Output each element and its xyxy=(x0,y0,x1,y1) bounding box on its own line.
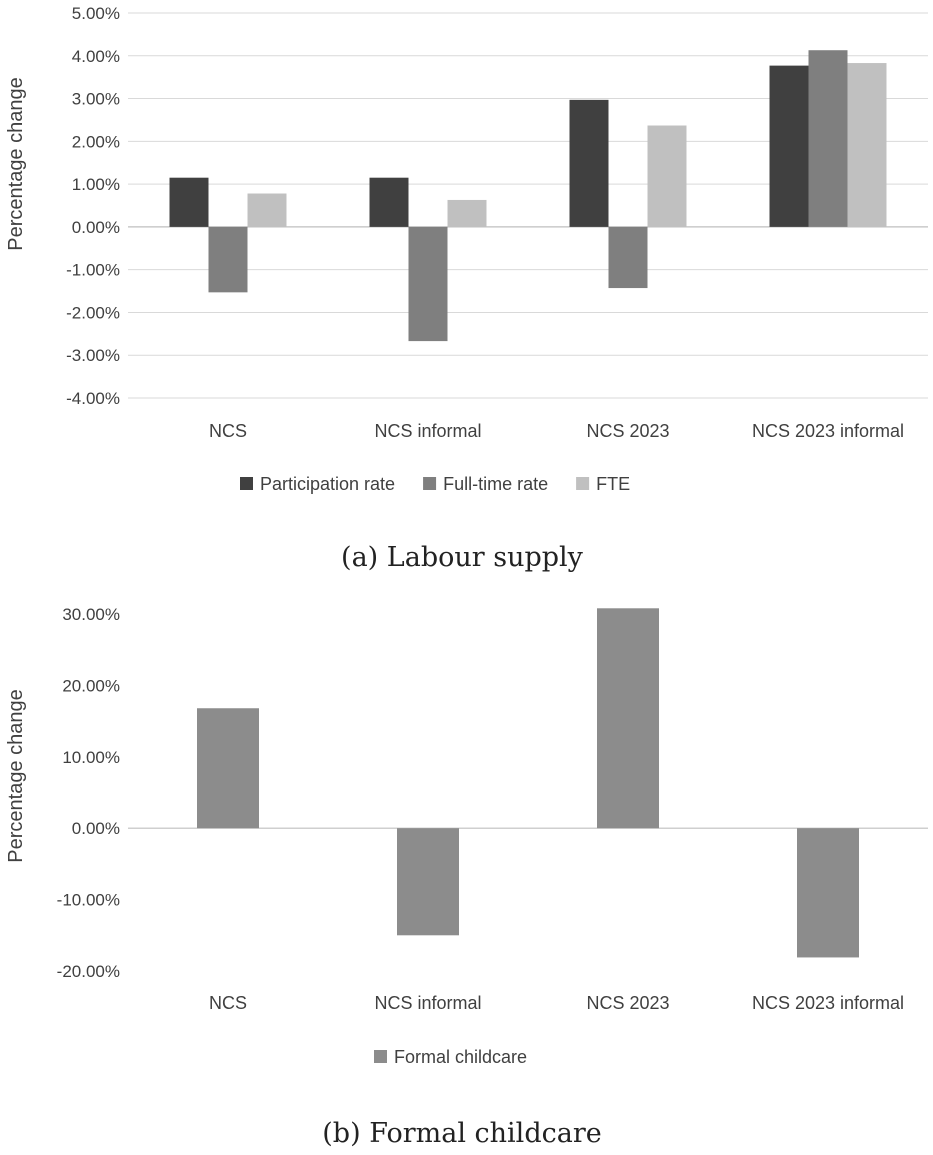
y-tick-label: 0.00% xyxy=(72,218,120,237)
bar-formal-childcare-2 xyxy=(597,608,659,829)
bar-full-time-rate-3 xyxy=(808,50,848,227)
bar-full-time-rate-0 xyxy=(208,226,248,293)
y-tick-label: 10.00% xyxy=(62,748,120,767)
y-tick-label: 0.00% xyxy=(72,819,120,838)
bar-participation-rate-1 xyxy=(369,177,409,227)
y-tick-label: -1.00% xyxy=(66,261,120,280)
y-tick-label: -20.00% xyxy=(57,962,120,981)
chart-b-y-axis-label: Percentage change xyxy=(5,689,27,862)
legend-swatch xyxy=(576,477,590,490)
bar-fte-2 xyxy=(647,125,687,227)
chart-formal-childcare: 30.00% 20.00% 10.00% 0.00% -10.00% -20.00% NC… xyxy=(5,605,928,1149)
chart-b-bars xyxy=(197,608,859,958)
y-tick-label: -3.00% xyxy=(66,346,120,365)
chart-a-y-ticks: 5.00% 4.00% 3.00% 2.00% 1.00% 0.00% -1.00% -2.0… xyxy=(66,4,120,408)
category-label: NCS 2023 xyxy=(586,993,669,1013)
legend-swatch xyxy=(240,477,253,490)
chart-a-categories: NCS NCS informal NCS 2023 NCS 2023 informal xyxy=(209,421,904,441)
bar-full-time-rate-2 xyxy=(608,226,648,289)
legend-swatch xyxy=(423,477,437,490)
bar-participation-rate-0 xyxy=(169,177,209,227)
category-label: NCS xyxy=(209,993,247,1013)
y-tick-label: -4.00% xyxy=(66,389,120,408)
bar-formal-childcare-1 xyxy=(397,828,459,936)
category-label: NCS xyxy=(209,421,247,441)
bar-participation-rate-2 xyxy=(569,99,609,227)
bar-participation-rate-3 xyxy=(769,65,809,227)
chart-b-y-ticks: 30.00% 20.00% 10.00% 0.00% -10.00% -20.00% xyxy=(57,605,120,981)
y-tick-label: 5.00% xyxy=(72,4,120,23)
chart-a-caption: (a) Labour supply xyxy=(341,542,584,573)
chart-b-legend: Formal childcare xyxy=(374,1047,527,1067)
chart-b-caption: (b) Formal childcare xyxy=(322,1118,601,1149)
chart-b-categories: NCS NCS informal NCS 2023 NCS 2023 informal xyxy=(209,993,904,1013)
legend-swatch xyxy=(374,1050,387,1063)
bar-formal-childcare-3 xyxy=(797,828,859,958)
legend-label: FTE xyxy=(596,474,630,494)
legend-label: Formal childcare xyxy=(394,1047,527,1067)
y-tick-label: 3.00% xyxy=(72,90,120,109)
legend-label: Full-time rate xyxy=(443,474,548,494)
chart-labour-supply: 5.00% 4.00% 3.00% 2.00% 1.00% 0.00% -1.00% -2.0… xyxy=(5,4,928,573)
y-tick-label: 20.00% xyxy=(62,676,120,695)
chart-a-bars xyxy=(169,50,887,342)
bar-fte-1 xyxy=(447,199,487,227)
category-label: NCS informal xyxy=(374,421,481,441)
category-label: NCS 2023 informal xyxy=(752,421,904,441)
bar-formal-childcare-0 xyxy=(197,708,259,829)
bar-full-time-rate-1 xyxy=(408,226,448,342)
chart-a-legend: Participation rate Full-time rate FTE xyxy=(240,474,630,494)
legend-label: Participation rate xyxy=(260,474,395,494)
chart-a-y-axis-label: Percentage change xyxy=(5,77,27,250)
y-tick-label: -2.00% xyxy=(66,303,120,322)
y-tick-label: 2.00% xyxy=(72,132,120,151)
category-label: NCS 2023 informal xyxy=(752,993,904,1013)
category-label: NCS 2023 xyxy=(586,421,669,441)
y-tick-label: 1.00% xyxy=(72,175,120,194)
category-label: NCS informal xyxy=(374,993,481,1013)
bar-fte-3 xyxy=(847,63,887,227)
y-tick-label: 30.00% xyxy=(62,605,120,624)
y-tick-label: 4.00% xyxy=(72,47,120,66)
bar-fte-0 xyxy=(247,193,287,227)
y-tick-label: -10.00% xyxy=(57,891,120,910)
